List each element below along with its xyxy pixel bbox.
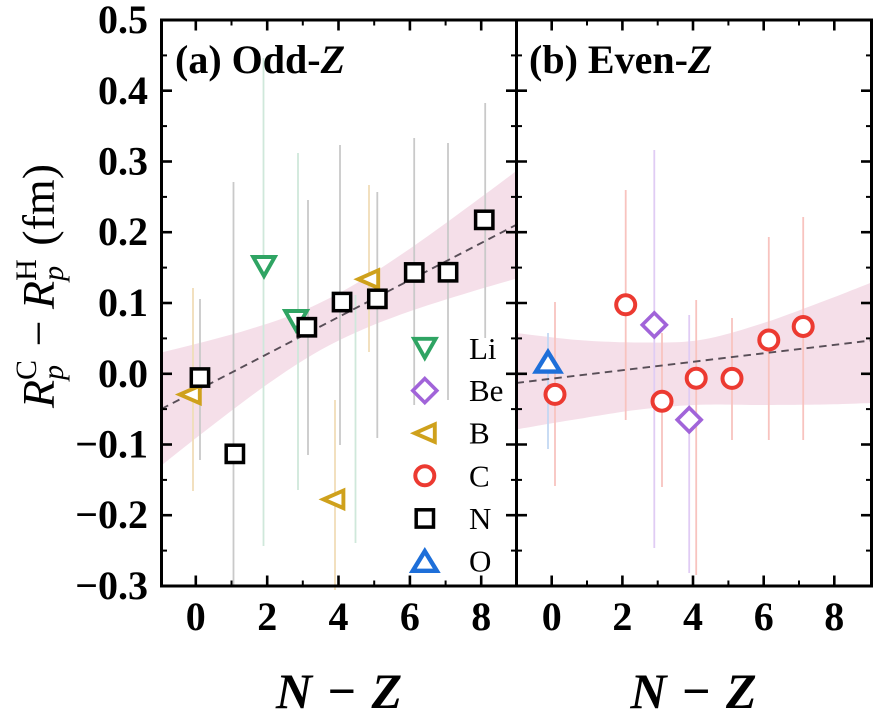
svg-text:0: 0: [186, 594, 206, 639]
svg-text:0: 0: [542, 594, 562, 639]
svg-text:4: 4: [683, 594, 703, 639]
svg-text:−0.1: −0.1: [75, 422, 148, 467]
svg-text:RpC − RpH (fm): RpC − RpH (fm): [10, 164, 70, 409]
svg-text:Be: Be: [469, 373, 503, 408]
svg-text:C: C: [469, 458, 490, 493]
svg-text:N − Z: N − Z: [275, 663, 402, 713]
svg-text:2: 2: [612, 594, 632, 639]
svg-text:Li: Li: [469, 331, 497, 366]
svg-text:(a) Odd-Z: (a) Odd-Z: [175, 37, 345, 82]
svg-text:6: 6: [754, 594, 774, 639]
svg-text:(b) Even-Z: (b) Even-Z: [529, 37, 712, 82]
svg-text:8: 8: [824, 594, 844, 639]
svg-text:−0.2: −0.2: [75, 492, 148, 537]
svg-text:O: O: [469, 544, 491, 579]
svg-text:0.4: 0.4: [98, 68, 148, 113]
svg-text:N: N: [469, 501, 491, 536]
svg-text:0.1: 0.1: [98, 280, 148, 325]
svg-text:−0.3: −0.3: [75, 563, 148, 608]
svg-text:0.2: 0.2: [98, 209, 148, 254]
svg-text:0.5: 0.5: [98, 0, 148, 42]
svg-text:0.0: 0.0: [98, 351, 148, 396]
svg-text:6: 6: [400, 594, 420, 639]
svg-text:N − Z: N − Z: [629, 663, 756, 713]
svg-text:2: 2: [257, 594, 277, 639]
svg-text:8: 8: [471, 594, 491, 639]
svg-text:0.3: 0.3: [98, 139, 148, 184]
svg-text:B: B: [469, 416, 490, 451]
svg-text:4: 4: [329, 594, 349, 639]
